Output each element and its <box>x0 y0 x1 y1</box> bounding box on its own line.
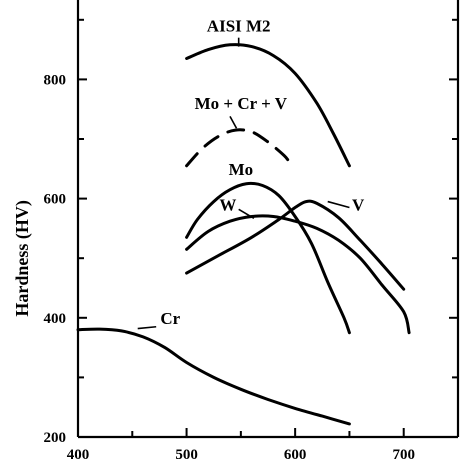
series-line-mo-cr-v <box>185 128 292 168</box>
series-label-aisi-m2: AISI M2 <box>207 17 271 36</box>
series-label-v: V <box>352 196 365 215</box>
label-leader-mo-cr-v <box>229 115 238 129</box>
series-labels: AISI M2 Mo + Cr + V Mo W V Cr <box>137 17 365 330</box>
x-tick-label: 400 <box>67 447 90 463</box>
series-line-v <box>185 199 406 291</box>
y-axis-title: Hardness (HV) <box>12 200 33 317</box>
x-tick-label: 700 <box>392 447 415 463</box>
series-line-cr <box>76 327 351 426</box>
label-leader-cr <box>137 325 157 330</box>
series-line-w <box>185 214 411 335</box>
series-line-mo <box>185 181 351 335</box>
series-layer <box>76 43 411 426</box>
y-tick-label: 200 <box>44 430 67 446</box>
series-label-mo-cr-v: Mo + Cr + V <box>195 94 288 113</box>
y-tick-label: 400 <box>44 311 67 327</box>
x-tick-label: 500 <box>175 447 198 463</box>
label-leader-v <box>327 200 350 209</box>
series-label-mo: Mo <box>229 160 254 179</box>
y-tick-label: 600 <box>44 192 67 208</box>
x-tick-label: 600 <box>284 447 307 463</box>
series-line-aisi-m2 <box>185 43 351 168</box>
series-label-w: W <box>219 196 236 215</box>
series-label-cr: Cr <box>160 309 180 328</box>
y-tick-label: 800 <box>44 72 67 88</box>
label-leader-w <box>238 208 255 219</box>
